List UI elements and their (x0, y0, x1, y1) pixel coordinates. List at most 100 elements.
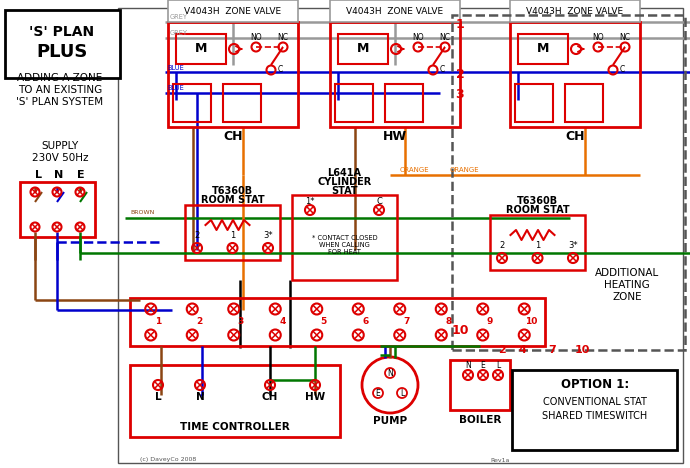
Text: 10: 10 (525, 317, 538, 327)
Text: V4043H  ZONE VALVE: V4043H ZONE VALVE (346, 7, 444, 15)
Text: L641A: L641A (328, 168, 362, 178)
Bar (385, 84, 423, 122)
Text: 1: 1 (535, 241, 540, 249)
Text: 1*: 1* (305, 197, 315, 206)
Text: M: M (537, 43, 549, 56)
Text: 4: 4 (518, 345, 526, 355)
Text: ADDING A ZONE
TO AN EXISTING
'S' PLAN SYSTEM: ADDING A ZONE TO AN EXISTING 'S' PLAN SY… (17, 73, 104, 107)
Text: C: C (620, 66, 624, 74)
Text: ROOM STAT: ROOM STAT (506, 205, 569, 215)
Bar (452, 15, 685, 350)
Text: M: M (357, 43, 369, 56)
Text: 7: 7 (548, 345, 556, 355)
Text: TIME CONTROLLER: TIME CONTROLLER (180, 422, 290, 432)
Bar (168, 22, 298, 127)
Text: E: E (77, 170, 85, 180)
Bar (130, 365, 340, 437)
Text: 3*: 3* (263, 231, 273, 240)
Text: E: E (375, 388, 380, 397)
Text: N: N (387, 368, 393, 378)
Bar (565, 84, 603, 122)
Bar (490, 215, 585, 270)
Bar (173, 84, 211, 122)
Text: NO: NO (250, 32, 262, 42)
Bar (515, 84, 553, 122)
Text: L: L (496, 360, 500, 370)
Text: GREY: GREY (170, 30, 188, 36)
Text: 'S' PLAN: 'S' PLAN (30, 25, 95, 39)
Text: HW: HW (305, 392, 325, 402)
Bar (130, 298, 545, 346)
Text: 10: 10 (574, 345, 590, 355)
Bar (518, 34, 568, 64)
Text: PLUS: PLUS (37, 43, 88, 61)
Text: M: M (195, 43, 207, 56)
Text: 3: 3 (237, 317, 244, 327)
Bar (5, 10, 120, 78)
Text: N: N (55, 170, 63, 180)
Text: NC: NC (277, 32, 288, 42)
Text: C: C (440, 66, 444, 74)
Text: 5: 5 (321, 317, 327, 327)
Text: 2: 2 (500, 241, 504, 249)
Text: 1: 1 (155, 317, 161, 327)
Text: 2: 2 (455, 68, 464, 81)
Text: Rev1a: Rev1a (490, 458, 509, 462)
Text: ADDITIONAL
HEATING
ZONE: ADDITIONAL HEATING ZONE (595, 269, 659, 301)
Text: E: E (481, 360, 485, 370)
Text: T6360B: T6360B (212, 186, 253, 196)
Text: 10: 10 (451, 323, 469, 336)
Bar (510, 0, 640, 22)
Text: BLUE: BLUE (167, 85, 184, 91)
Text: GREY: GREY (170, 14, 188, 20)
Bar (510, 22, 640, 127)
Text: 2: 2 (196, 317, 202, 327)
Bar (118, 8, 683, 463)
Text: (c) DaveyCo 2008: (c) DaveyCo 2008 (140, 458, 196, 462)
Text: ORANGE: ORANGE (450, 167, 480, 173)
Text: L: L (34, 170, 41, 180)
Bar (450, 360, 510, 410)
Text: V4043H  ZONE VALVE: V4043H ZONE VALVE (526, 7, 624, 15)
Text: SUPPLY
230V 50Hz: SUPPLY 230V 50Hz (32, 141, 88, 163)
Bar (176, 34, 226, 64)
Bar (330, 0, 460, 22)
Text: OPTION 1:: OPTION 1: (561, 379, 629, 392)
Text: STAT: STAT (331, 186, 358, 196)
Bar (20, 182, 95, 237)
Bar (338, 34, 388, 64)
Text: NO: NO (412, 32, 424, 42)
Text: V4043H  ZONE VALVE: V4043H ZONE VALVE (184, 7, 282, 15)
Bar (223, 84, 261, 122)
Text: 2: 2 (195, 231, 199, 240)
Text: L: L (155, 392, 161, 402)
Text: SHARED TIMESWITCH: SHARED TIMESWITCH (542, 411, 648, 421)
Text: CH: CH (565, 131, 584, 144)
Bar (330, 22, 460, 127)
Text: C: C (376, 197, 382, 206)
Text: BROWN: BROWN (130, 211, 155, 215)
Bar (292, 195, 397, 280)
Text: 9: 9 (486, 317, 493, 327)
Text: * CONTACT CLOSED
WHEN CALLING
FOR HEAT: * CONTACT CLOSED WHEN CALLING FOR HEAT (312, 235, 377, 255)
Text: CH: CH (224, 131, 243, 144)
Text: NC: NC (440, 32, 451, 42)
Text: BLUE: BLUE (167, 65, 184, 71)
Bar (512, 370, 677, 450)
Text: ORANGE: ORANGE (400, 167, 430, 173)
Text: NO: NO (592, 32, 604, 42)
Text: 6: 6 (362, 317, 368, 327)
Text: 8: 8 (445, 317, 451, 327)
Text: BOILER: BOILER (459, 415, 501, 425)
Bar (168, 0, 298, 22)
Text: T6360B: T6360B (517, 196, 558, 206)
Text: 1: 1 (230, 231, 235, 240)
Text: N: N (196, 392, 204, 402)
Bar (185, 205, 280, 260)
Bar (335, 84, 373, 122)
Text: 1: 1 (455, 19, 464, 31)
Text: CYLINDER: CYLINDER (317, 177, 372, 187)
Text: PUMP: PUMP (373, 416, 407, 426)
Text: C: C (277, 66, 283, 74)
Text: CONVENTIONAL STAT: CONVENTIONAL STAT (543, 397, 647, 407)
